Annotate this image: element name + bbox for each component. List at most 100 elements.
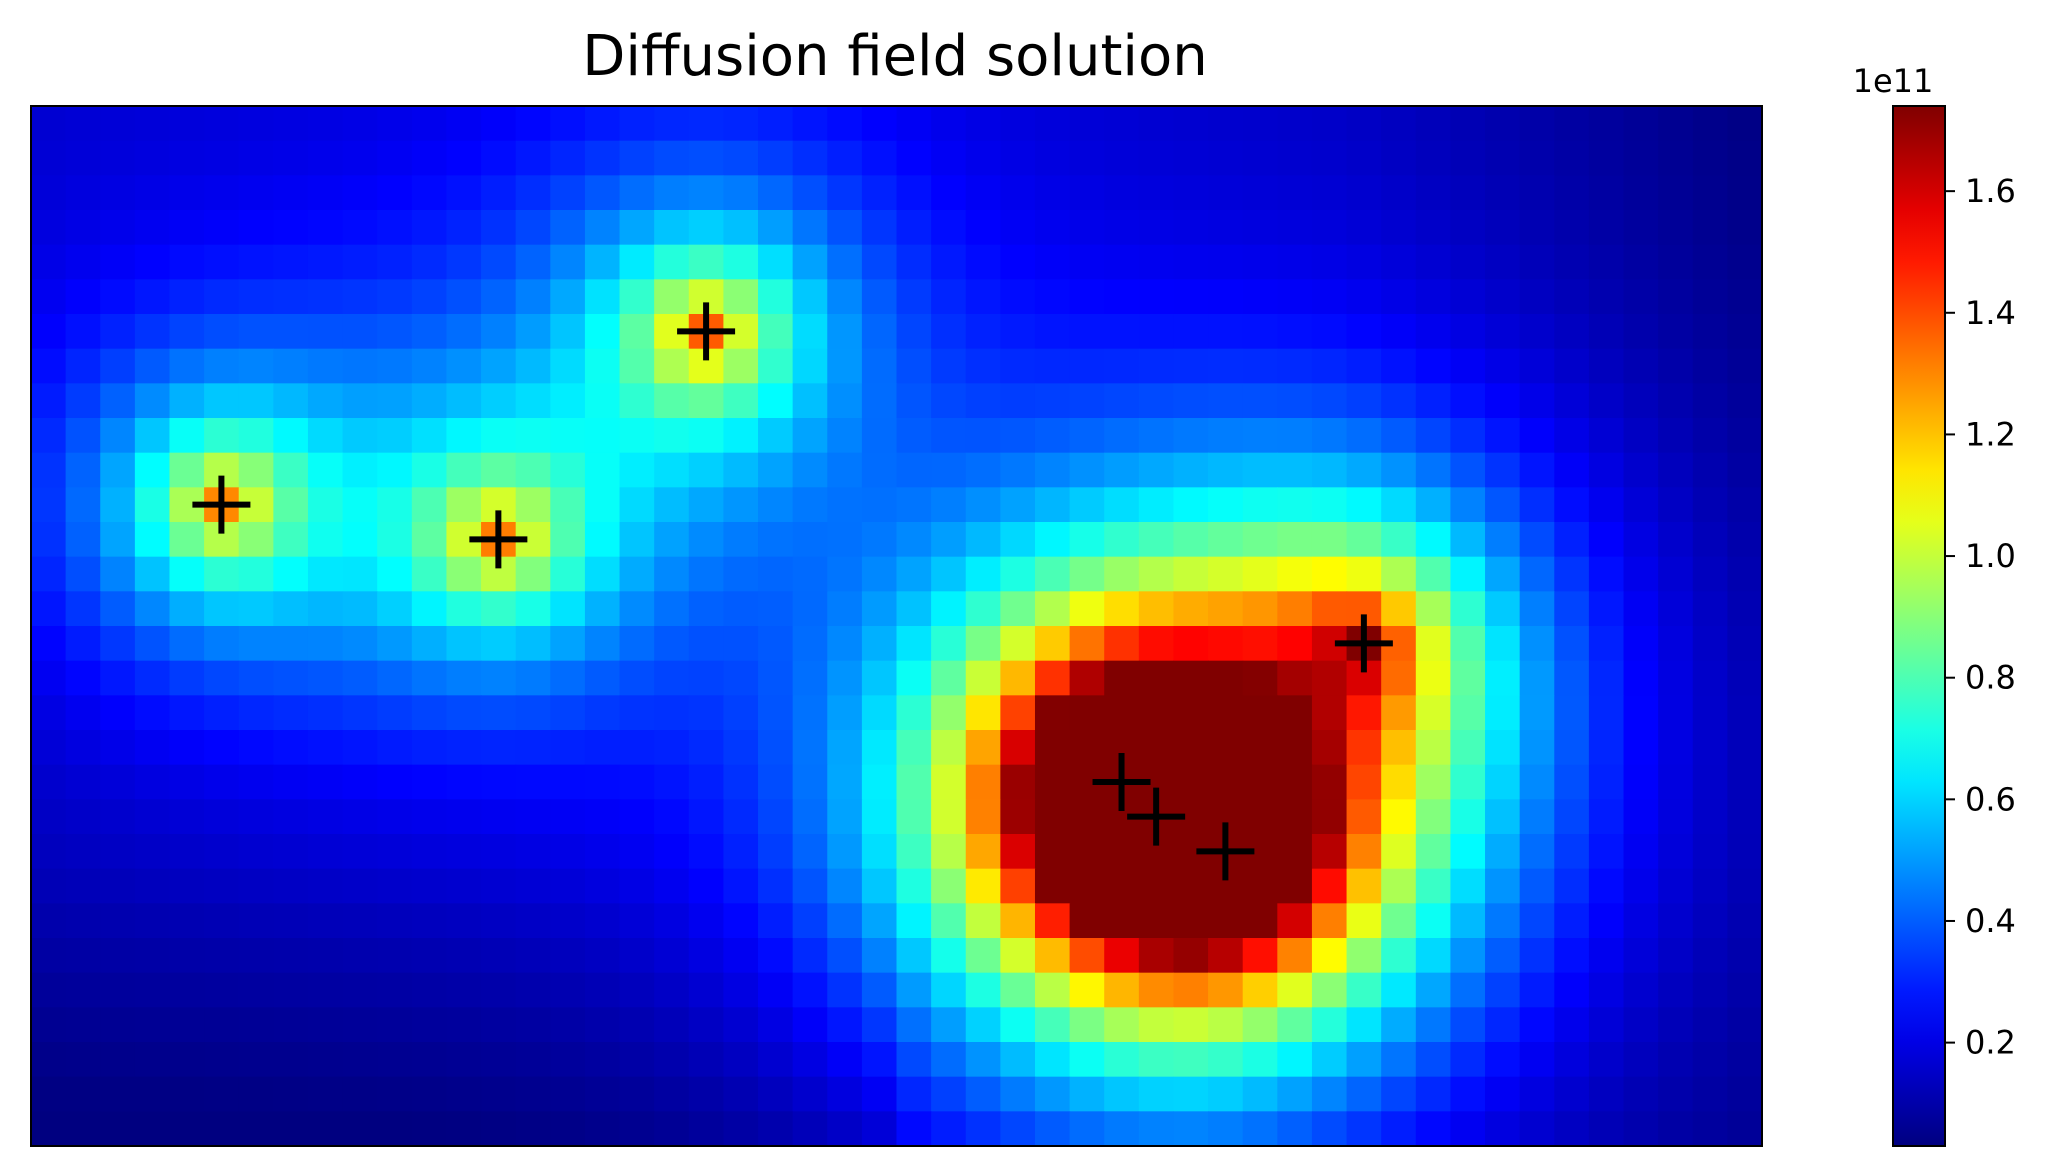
heatmap-cell [1173,487,1209,523]
heatmap-cell [723,106,759,142]
heatmap-cell [688,244,724,280]
heatmap-cell [134,799,171,835]
heatmap-cell [723,348,759,384]
heatmap-cell [1588,1007,1625,1043]
heatmap-cell [1519,591,1555,627]
heatmap-cell [1311,660,1348,696]
heatmap-cell [1658,1111,1694,1147]
heatmap-cell [1242,314,1278,350]
heatmap-cell [1173,279,1209,315]
heatmap-cell [861,695,898,731]
heatmap-cell [307,972,344,1008]
heatmap-cell [861,799,898,835]
heatmap-cell [1658,972,1694,1008]
heatmap-cell [1104,279,1140,315]
heatmap-cell [446,210,482,246]
heatmap-cell [377,903,413,939]
heatmap-cell [861,314,898,350]
heatmap-cell [1208,210,1244,246]
heatmap-cell [273,660,309,696]
heatmap-cell [1346,903,1382,939]
heatmap-cell [1519,1111,1555,1147]
heatmap-cell [758,140,794,176]
heatmap-cell [446,279,482,315]
heatmap-cell [1000,1042,1036,1078]
heatmap-cell [896,452,932,488]
heatmap-cell [1588,522,1625,558]
heatmap-cell [619,695,655,731]
heatmap-cell [1381,487,1417,523]
heatmap-cell [792,660,828,696]
heatmap-cell [1415,972,1452,1008]
heatmap-cell [31,972,67,1008]
heatmap-cell [1450,348,1486,384]
heatmap-cell [1346,452,1382,488]
heatmap-cell [896,418,932,454]
heatmap-cell [1658,626,1694,662]
heatmap-cell [1727,348,1763,384]
heatmap-cell [1692,626,1728,662]
heatmap-cell [411,626,448,662]
heatmap-cell [411,487,448,523]
heatmap-cell [792,383,828,419]
heatmap-cell [204,314,240,350]
heatmap-cell [723,903,759,939]
heatmap-cell [1173,1042,1209,1078]
heatmap-cell [584,556,621,592]
heatmap-cell [1485,1111,1521,1147]
heatmap-cell [307,383,344,419]
heatmap-cell [550,660,586,696]
heatmap-cell [758,868,794,904]
heatmap-cell [1415,314,1452,350]
heatmap-cell [1311,556,1348,592]
heatmap-cell [238,175,274,211]
heatmap-cell [1692,452,1728,488]
heatmap-cell [1138,626,1175,662]
heatmap-cell [1554,279,1590,315]
heatmap-cell [134,591,171,627]
heatmap-cell [1658,556,1694,592]
heatmap-cell [1242,556,1278,592]
heatmap-cell [654,140,690,176]
heatmap-cell [758,1111,794,1147]
heatmap-cell [1034,487,1071,523]
heatmap-cell [1692,938,1728,974]
heatmap-cell [1554,834,1590,870]
heatmap-cell [1588,314,1625,350]
heatmap-cell [1034,938,1071,974]
heatmap-cell [100,140,136,176]
heatmap-cell [1138,972,1175,1008]
heatmap-cell [1000,938,1036,974]
heatmap-cell [965,1042,1001,1078]
heatmap-cell [238,868,274,904]
heatmap-cell [584,1042,621,1078]
heatmap-cell [723,556,759,592]
heatmap-cell [619,522,655,558]
heatmap-cell [1727,279,1763,315]
heatmap-cell [515,695,551,731]
heatmap-cell [931,591,967,627]
heatmap-cell [169,1076,205,1112]
heatmap-cell [827,452,863,488]
heatmap-cell [1554,626,1590,662]
heatmap-cell [342,1007,378,1043]
heatmap-cell [584,244,621,280]
heatmap-cell [1381,730,1417,766]
heatmap-cell [1277,660,1313,696]
heatmap-cell [1554,106,1590,142]
heatmap-cell [584,452,621,488]
heatmap-cell [31,452,67,488]
heatmap-cell [1138,1076,1175,1112]
heatmap-cell [931,695,967,731]
heatmap-cell [377,626,413,662]
heatmap-cell [31,626,67,662]
heatmap-cell [377,799,413,835]
heatmap-cell [1069,279,1105,315]
heatmap-cell [1415,556,1452,592]
heatmap-cell [273,418,309,454]
heatmap-cell [1381,834,1417,870]
heatmap-cell [792,730,828,766]
heatmap-cell [688,1076,724,1112]
heatmap-cell [169,452,205,488]
heatmap-cell [1242,1076,1278,1112]
